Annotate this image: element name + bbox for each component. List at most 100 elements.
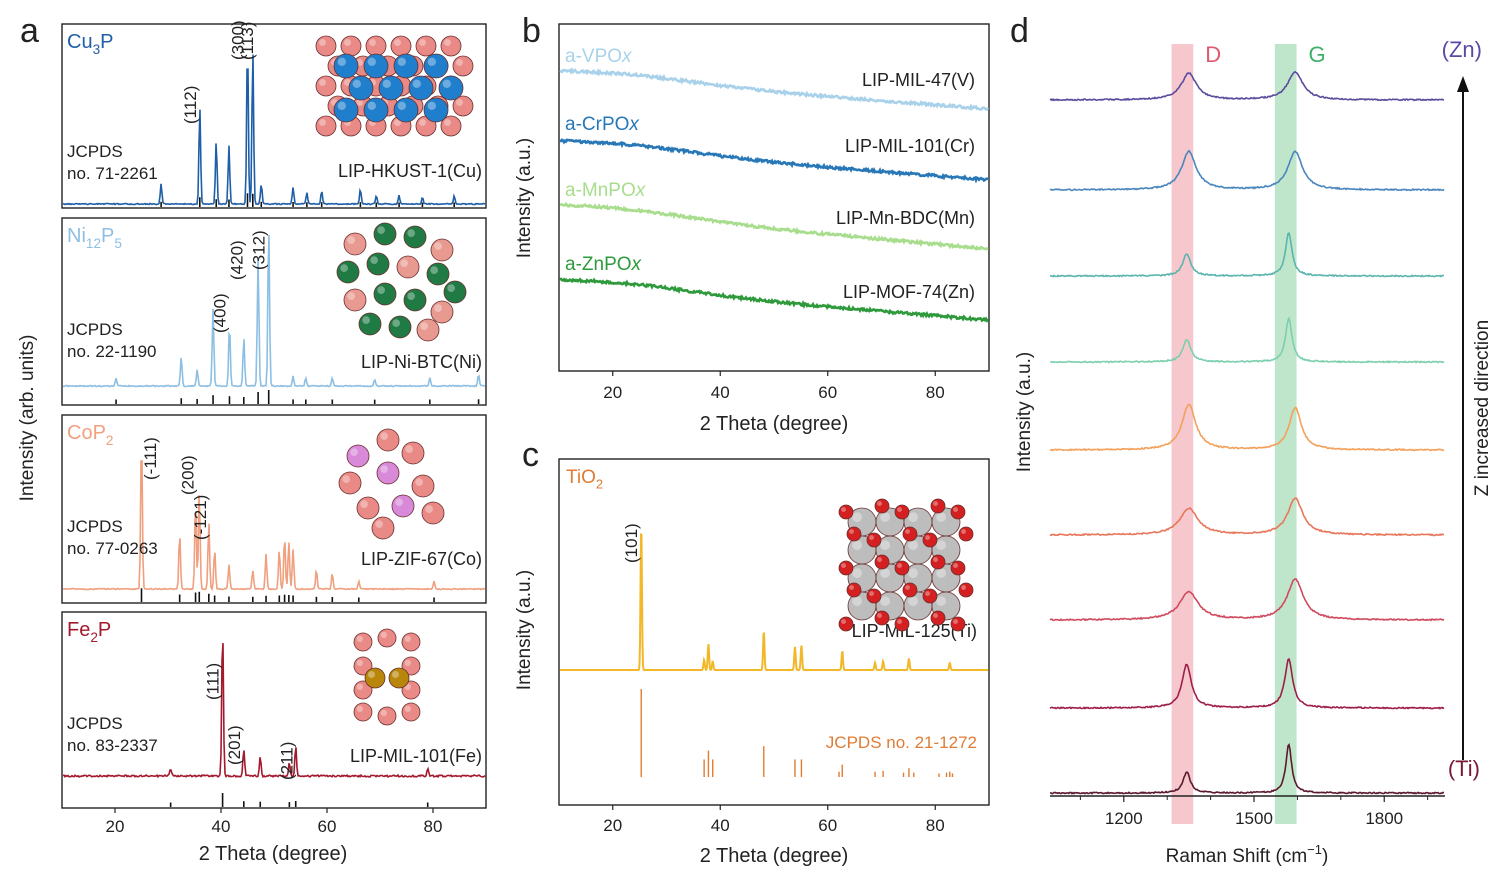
panel-a-hkl-label: (312) [250, 230, 269, 270]
atom-highlight [397, 101, 406, 111]
atom [930, 554, 946, 570]
panel-b-series-label-1: a-VPOx [565, 46, 633, 67]
atom-highlight [404, 635, 411, 642]
atom-highlight [933, 501, 938, 506]
atom-highlight [319, 119, 326, 126]
atom [958, 526, 974, 542]
atom-highlight [337, 101, 346, 111]
atom [396, 255, 420, 279]
atom [874, 610, 890, 626]
atom [378, 75, 404, 101]
atom [315, 75, 337, 97]
panel-a-hkl-label: (400) [210, 293, 229, 333]
atom-highlight [841, 507, 846, 512]
atom-highlight [897, 563, 902, 568]
atom-highlight [367, 57, 376, 66]
atom-highlight [897, 507, 902, 512]
panel-a-jcpds-4: JCPDS [67, 714, 123, 733]
panel-label-c: c [522, 436, 539, 474]
atom-highlight [370, 256, 378, 264]
atom-highlight [841, 563, 846, 568]
atom [443, 280, 467, 304]
panel-a-xtick-label: 20 [106, 817, 125, 836]
panel-c-frame [558, 458, 990, 806]
atom-highlight [936, 568, 946, 578]
atom [440, 115, 462, 137]
atom [338, 471, 362, 495]
panel-a-phase-label-4: Fe2P [67, 619, 111, 645]
panel-a-jcpds-no-1: no. 71-2261 [67, 164, 158, 183]
atom [438, 75, 464, 101]
panel-a-x-ticks: 20 40 60 80 [106, 808, 442, 836]
panel-a-hkl-label: (420) [227, 240, 246, 280]
panel-a-hkl-label: (200) [179, 455, 198, 495]
panel-c-plots: TiO2 LIP-MIL-125(Ti) JCPDS no. 21-1272 (101… [560, 467, 989, 777]
atom-highlight [412, 79, 421, 89]
panel-d-spectrum-4 [1049, 316, 1445, 364]
panel-c-x-ticks: 20 40 60 80 [603, 805, 945, 835]
panel-a-jcpds-no-2: no. 22-1190 [67, 342, 156, 361]
atom [356, 496, 380, 520]
atom-highlight [456, 59, 463, 66]
atom-highlight [442, 79, 451, 89]
atom-highlight [377, 286, 385, 294]
panel-b-xtick-label: 20 [603, 383, 622, 402]
panel-a-structures [315, 35, 474, 726]
atom [340, 35, 362, 57]
atom [371, 516, 395, 540]
atom-highlight [352, 79, 361, 89]
panel-a-hkl-label: (201) [225, 725, 244, 765]
atom-highlight [961, 585, 966, 590]
atom-highlight [360, 500, 368, 508]
atom [388, 667, 410, 689]
atom-highlight [444, 39, 451, 46]
atom [902, 526, 918, 542]
atom-highlight [367, 101, 376, 111]
atom-highlight [419, 39, 426, 46]
atom-highlight [852, 512, 862, 522]
atom-highlight [852, 596, 862, 606]
atom [364, 667, 386, 689]
atom [401, 702, 421, 722]
atom [894, 560, 910, 576]
atom [838, 616, 854, 632]
panel-a-frame-4 [61, 611, 487, 809]
atom-highlight [392, 319, 400, 327]
panel-d-arrow-label: Z increased direction [1472, 320, 1493, 496]
atom-highlight [908, 540, 918, 550]
atom-highlight [953, 507, 958, 512]
panel-b-xlabel: 2 Theta (degree) [700, 413, 849, 435]
atom-highlight [447, 284, 455, 292]
atom [353, 656, 373, 676]
atom [390, 35, 412, 57]
atom [874, 498, 890, 514]
atom [846, 526, 862, 542]
atom-highlight [368, 671, 375, 678]
atom-highlight [880, 540, 890, 550]
panel-d-ylabel: Intensity (a.u.) [1014, 352, 1035, 472]
atom-highlight [319, 79, 326, 86]
atom-highlight [415, 478, 423, 486]
atom-highlight [908, 512, 918, 522]
panel-a-hkl-label: (-111) [141, 437, 160, 480]
panel-a: a Intensity (arb. units) 2 Theta (degree… [17, 12, 487, 865]
atom-highlight [395, 498, 403, 506]
panel-d-spectrum-7 [1049, 578, 1445, 622]
atom [353, 702, 373, 722]
panel-label-a: a [20, 12, 39, 50]
panel-d-bottom-label: (Ti) [1448, 756, 1480, 781]
panel-b-xtick-label: 40 [711, 383, 730, 402]
panel-d-axes: 1200 1500 1800 Raman Shift (cm−1) Z increase… [1050, 37, 1493, 867]
panel-a-sample-4: LIP-MIL-101(Fe) [350, 746, 482, 766]
atom-highlight [369, 39, 376, 46]
atom [846, 582, 862, 598]
atom-highlight [356, 635, 363, 642]
atom [393, 97, 419, 123]
panel-label-b: b [522, 12, 541, 50]
panel-b-sample-1: LIP-MIL-47(V) [862, 70, 975, 90]
atom [930, 610, 946, 626]
atom [376, 461, 400, 485]
atom-highlight [852, 540, 862, 550]
